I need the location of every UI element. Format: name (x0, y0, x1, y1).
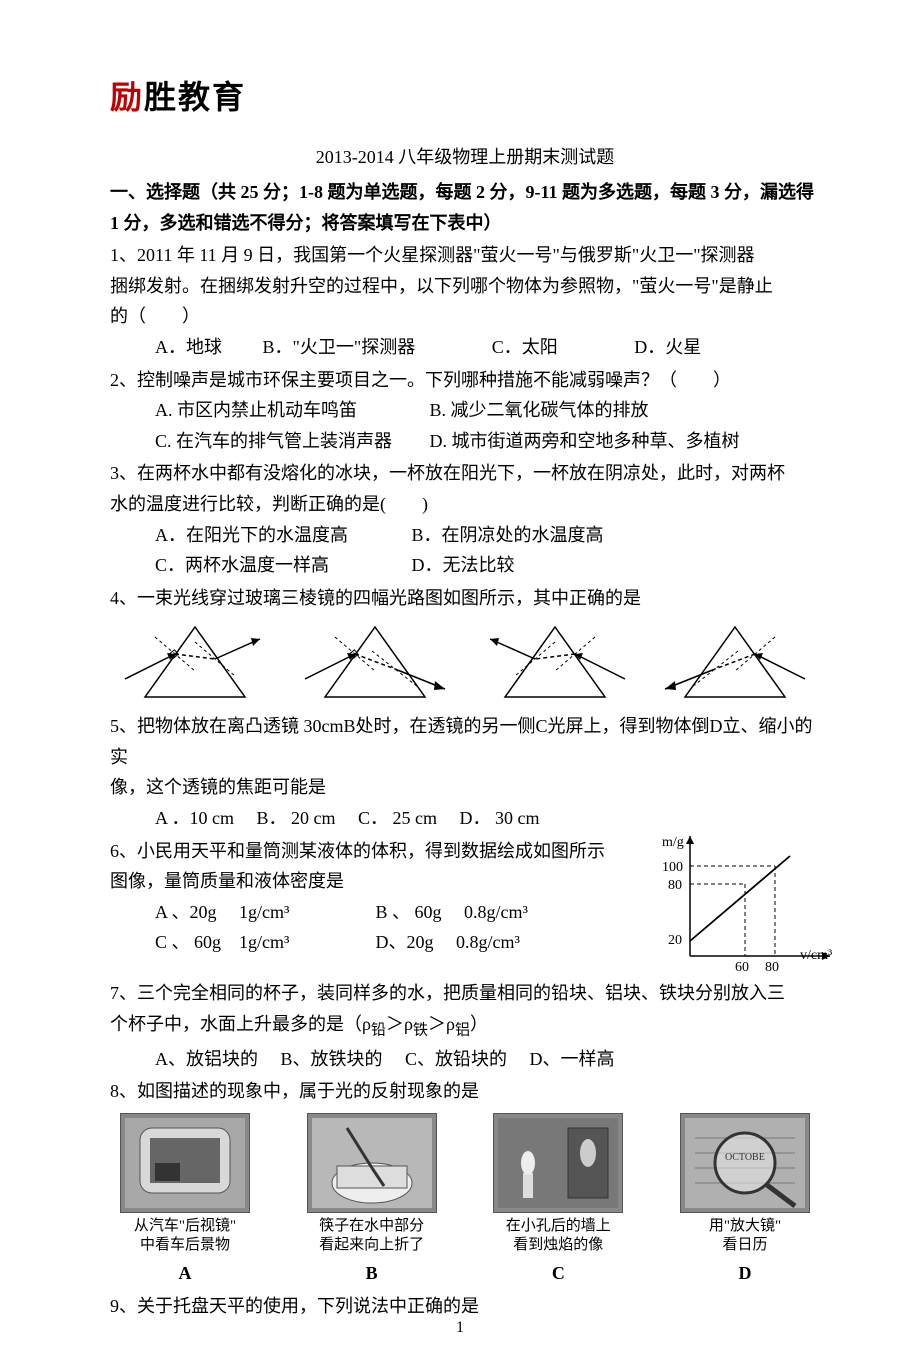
svg-text:80: 80 (668, 878, 682, 893)
q1-option-a: A．地球 (155, 337, 222, 357)
q8-caption-a-l1: 从汽车"后视镜" (110, 1217, 260, 1237)
svg-text:OCTOBE: OCTOBE (725, 1152, 765, 1163)
q6-option-b: B 、 60g 0.8g/cm³ (376, 902, 528, 922)
q7-option-c: C、放铅块的 (405, 1049, 507, 1069)
q5-stem-line2: 像，这个透镜的焦距可能是 (110, 772, 820, 803)
q3-option-b: B．在阴凉处的水温度高 (412, 525, 604, 545)
q8-image-b (307, 1113, 437, 1213)
q5-option-a: A ．10 cm (155, 808, 234, 828)
q7-option-d: D、一样高 (530, 1049, 615, 1069)
q8-caption-a-l2: 中看车后景物 (110, 1236, 260, 1256)
question-6: m/g 100 80 20 60 80 v/cm³ 6、小民用天平和量筒测某液体… (110, 836, 820, 958)
q8-caption-c-l1: 在小孔后的墙上 (483, 1217, 633, 1237)
question-4: 4、一束光线穿过玻璃三棱镜的四幅光路图如图所示，其中正确的是 (110, 583, 820, 710)
logo-black-part: 胜教育 (144, 79, 246, 115)
q6-option-c: C 、 60g 1g/cm³ (155, 927, 371, 958)
q6-option-d: D、20g 0.8g/cm³ (376, 932, 520, 952)
logo-red-part: 励 (110, 79, 144, 115)
question-7: 7、三个完全相同的杯子，装同样多的水，把质量相同的铅块、铝块、铁块分别放入三 个… (110, 978, 820, 1074)
q7-option-b: B、放铁块的 (281, 1049, 383, 1069)
q2-option-c: C. 在汽车的排气管上装消声器 (155, 426, 425, 457)
q8-caption-b-l2: 看起来向上折了 (297, 1236, 447, 1256)
question-2: 2、控制噪声是城市环保主要项目之一。下列哪种措施不能减弱噪声？（ ） A. 市区… (110, 365, 820, 457)
q5-stem-line1: 5、把物体放在离凸透镜 30cmB处时，在透镜的另一侧C光屏上，得到物体倒D立、… (110, 711, 820, 772)
q8-caption-b-l1: 筷子在水中部分 (297, 1217, 447, 1237)
q3-stem-line2: 水的温度进行比较，判断正确的是( ) (110, 489, 820, 520)
svg-text:100: 100 (662, 860, 683, 875)
svg-text:60: 60 (735, 960, 749, 975)
question-8: 8、如图描述的现象中，属于光的反射现象的是 从汽车"后视镜" 中看车后景物 A … (110, 1076, 820, 1288)
exam-title: 2013-2014 八年级物理上册期末测试题 (110, 142, 820, 173)
q5-option-c: C． 25 cm (358, 808, 437, 828)
q8-stem: 8、如图描述的现象中，属于光的反射现象的是 (110, 1076, 820, 1107)
question-5: 5、把物体放在离凸透镜 30cmB处时，在透镜的另一侧C光屏上，得到物体倒D立、… (110, 711, 820, 833)
prism-diagram-b (300, 619, 450, 709)
q8-item-a: 从汽车"后视镜" 中看车后景物 A (110, 1113, 260, 1289)
q8-image-d: OCTOBE (680, 1113, 810, 1213)
q4-label-b: B (344, 716, 356, 736)
q2-option-b: B. 减少二氧化碳气体的排放 (430, 400, 649, 420)
svg-text:m/g: m/g (662, 835, 684, 850)
q1-option-b: B．"火卫一"探测器 (263, 337, 416, 357)
prism-diagram-d (660, 619, 810, 709)
q7-options: A、放铝块的 B、放铁块的 C、放铅块的 D、一样高 (155, 1044, 820, 1075)
q8-label-b: B (297, 1258, 447, 1289)
q8-item-d: OCTOBE 用"放大镜" 看日历 D (670, 1113, 820, 1289)
q2-option-a: A. 市区内禁止机动车鸣笛 (155, 395, 425, 426)
q4-stem: 4、一束光线穿过玻璃三棱镜的四幅光路图如图所示，其中正确的是 (110, 583, 820, 614)
question-1: 1、2011 年 11 月 9 日，我国第一个火星探测器"萤火一号"与俄罗斯"火… (110, 240, 820, 362)
svg-text:20: 20 (668, 933, 682, 948)
q1-option-d: D．火星 (634, 337, 701, 357)
q4-label-c: C (536, 716, 548, 736)
q1-option-c: C．太阳 (492, 337, 558, 357)
q6-option-a: A 、20g 1g/cm³ (155, 897, 371, 928)
prism-diagram-c (480, 619, 630, 709)
q8-item-c: 在小孔后的墙上 看到烛焰的像 C (483, 1113, 633, 1289)
q8-label-a: A (110, 1258, 260, 1289)
svg-text:80: 80 (765, 960, 779, 975)
q2-options-row1: A. 市区内禁止机动车鸣笛 B. 减少二氧化碳气体的排放 (155, 395, 820, 426)
q3-option-c: C．两杯水温度一样高 (155, 550, 407, 581)
q2-options-row2: C. 在汽车的排气管上装消声器 D. 城市街道两旁和空地多种草、多植树 (155, 426, 820, 457)
section-1-title: 一、选择题（共 25 分；1-8 题为单选题，每题 2 分，9-11 题为多选题… (110, 177, 820, 238)
q3-stem-line1: 3、在两杯水中都有没熔化的冰块，一杯放在阳光下，一杯放在阴凉处，此时，对两杯 (110, 458, 820, 489)
q8-label-d: D (670, 1258, 820, 1289)
page-number: 1 (0, 1314, 920, 1341)
q3-options-row2: C．两杯水温度一样高 D．无法比较 (155, 550, 820, 581)
brand-logo: 励胜教育 (110, 70, 820, 124)
q1-options: A．地球 B．"火卫一"探测器 C．太阳 D．火星 (155, 332, 820, 363)
q8-image-row: 从汽车"后视镜" 中看车后景物 A 筷子在水中部分 看起来向上折了 B 在小孔后… (110, 1113, 820, 1289)
svg-text:v/cm³: v/cm³ (800, 948, 832, 963)
q8-caption-d-l2: 看日历 (670, 1236, 820, 1256)
q8-image-a (120, 1113, 250, 1213)
q3-option-d: D．无法比较 (412, 555, 515, 575)
q1-stem-line1: 1、2011 年 11 月 9 日，我国第一个火星探测器"萤火一号"与俄罗斯"火… (110, 240, 820, 271)
q7-stem-line1: 7、三个完全相同的杯子，装同样多的水，把质量相同的铅块、铝块、铁块分别放入三 (110, 978, 820, 1009)
q8-caption-c-l2: 看到烛焰的像 (483, 1236, 633, 1256)
q1-stem-line2: 捆绑发射。在捆绑发射升空的过程中，以下列哪个物体为参照物，"萤火一号"是静止 (110, 271, 820, 302)
q2-option-d: D. 城市街道两旁和空地多种草、多植树 (430, 431, 740, 451)
q8-item-b: 筷子在水中部分 看起来向上折了 B (297, 1113, 447, 1289)
q8-label-c: C (483, 1258, 633, 1289)
q6-chart: m/g 100 80 20 60 80 v/cm³ (660, 826, 840, 976)
q3-option-a: A．在阳光下的水温度高 (155, 520, 407, 551)
q1-stem-line3: 的（ ） (110, 301, 820, 332)
q8-caption-d-l1: 用"放大镜" (670, 1217, 820, 1237)
q7-option-a: A、放铝块的 (155, 1049, 258, 1069)
q4-prism-diagrams (110, 619, 820, 709)
q5-option-b: B． 20 cm (257, 808, 336, 828)
q5-option-d: D． 30 cm (460, 808, 540, 828)
prism-diagram-a (120, 619, 270, 709)
q2-stem: 2、控制噪声是城市环保主要项目之一。下列哪种措施不能减弱噪声？（ ） (110, 365, 820, 396)
q8-image-c (493, 1113, 623, 1213)
q3-options-row1: A．在阳光下的水温度高 B．在阴凉处的水温度高 (155, 520, 820, 551)
q4-label-d: D (710, 716, 723, 736)
q7-stem-line2: 个杯子中，水面上升最多的是（ρ铅＞ρ铁＞ρ铝） (110, 1009, 820, 1044)
question-3: 3、在两杯水中都有没熔化的冰块，一杯放在阳光下，一杯放在阴凉处，此时，对两杯 水… (110, 458, 820, 580)
